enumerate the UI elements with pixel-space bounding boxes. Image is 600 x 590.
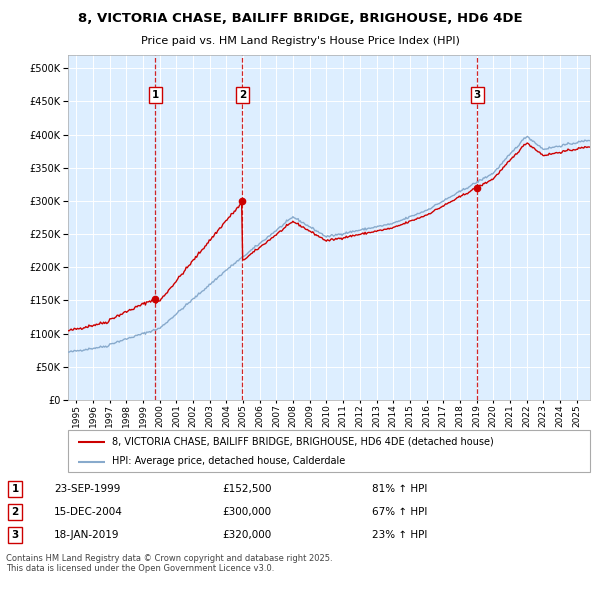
Text: £300,000: £300,000 [222,507,271,517]
Text: 3: 3 [474,90,481,100]
Text: 81% ↑ HPI: 81% ↑ HPI [372,484,427,494]
Text: 8, VICTORIA CHASE, BAILIFF BRIDGE, BRIGHOUSE, HD6 4DE: 8, VICTORIA CHASE, BAILIFF BRIDGE, BRIGH… [77,12,523,25]
Text: £152,500: £152,500 [222,484,271,494]
Text: 23-SEP-1999: 23-SEP-1999 [54,484,121,494]
Text: 15-DEC-2004: 15-DEC-2004 [54,507,123,517]
Text: 1: 1 [11,484,19,494]
Text: 8, VICTORIA CHASE, BAILIFF BRIDGE, BRIGHOUSE, HD6 4DE (detached house): 8, VICTORIA CHASE, BAILIFF BRIDGE, BRIGH… [112,437,494,447]
FancyBboxPatch shape [68,430,590,472]
Text: 3: 3 [11,530,19,540]
Text: £320,000: £320,000 [222,530,271,540]
Text: 23% ↑ HPI: 23% ↑ HPI [372,530,427,540]
Text: 2: 2 [11,507,19,517]
Text: HPI: Average price, detached house, Calderdale: HPI: Average price, detached house, Cald… [112,457,346,467]
Text: 1: 1 [152,90,159,100]
Text: Price paid vs. HM Land Registry's House Price Index (HPI): Price paid vs. HM Land Registry's House … [140,36,460,46]
Text: Contains HM Land Registry data © Crown copyright and database right 2025.
This d: Contains HM Land Registry data © Crown c… [6,554,332,573]
Text: 2: 2 [239,90,246,100]
Text: 18-JAN-2019: 18-JAN-2019 [54,530,119,540]
Text: 67% ↑ HPI: 67% ↑ HPI [372,507,427,517]
